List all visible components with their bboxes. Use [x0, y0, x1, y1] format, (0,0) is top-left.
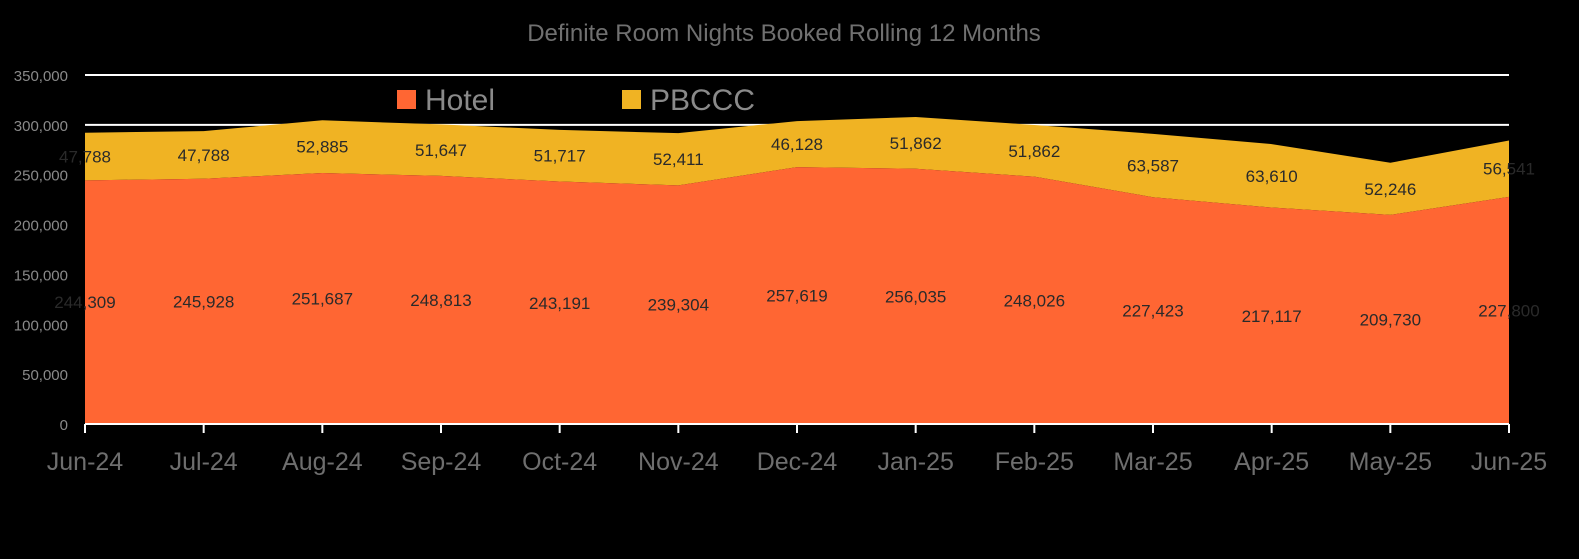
- legend-label-hotel: Hotel: [425, 84, 495, 117]
- data-label-pbccc: 56,541: [1483, 160, 1535, 179]
- legend-label-pbccc: PBCCC: [650, 84, 755, 117]
- data-label-hotel: 227,423: [1122, 302, 1183, 321]
- data-label-hotel: 244,309: [54, 293, 115, 312]
- data-label-hotel: 256,035: [885, 287, 946, 306]
- data-label-hotel: 248,813: [410, 291, 471, 310]
- x-tick-label: Jan-25: [877, 448, 953, 476]
- data-label-hotel: 227,800: [1478, 301, 1539, 320]
- x-tick-label: May-25: [1349, 448, 1432, 476]
- x-tick-label: Feb-25: [995, 448, 1074, 476]
- x-tick-label: Mar-25: [1113, 448, 1192, 476]
- data-label-hotel: 217,117: [1242, 307, 1302, 326]
- data-label-hotel: 239,304: [648, 296, 709, 315]
- x-tick-label: Aug-24: [282, 448, 363, 476]
- data-label-hotel: 245,928: [173, 292, 234, 311]
- x-tick-label: Apr-25: [1234, 448, 1309, 476]
- data-label-pbccc: 51,862: [890, 134, 942, 153]
- y-tick-label: 200,000: [14, 218, 68, 235]
- legend-swatch-hotel: [397, 90, 416, 109]
- data-label-pbccc: 47,788: [178, 146, 230, 165]
- data-label-pbccc: 51,717: [534, 147, 586, 166]
- data-label-pbccc: 46,128: [771, 135, 823, 154]
- x-tick-label: Jun-25: [1471, 448, 1547, 476]
- y-tick-label: 150,000: [14, 267, 68, 284]
- data-label-hotel: 209,730: [1360, 310, 1421, 329]
- y-tick-label: 300,000: [14, 118, 68, 135]
- data-label-hotel: 243,191: [529, 294, 590, 313]
- x-tick-label: Oct-24: [522, 448, 597, 476]
- x-tick-label: Jul-24: [170, 448, 238, 476]
- gridlines: [85, 74, 1509, 126]
- data-label-pbccc: 51,647: [415, 141, 467, 160]
- data-label-pbccc: 52,411: [653, 150, 704, 169]
- data-label-hotel: 251,687: [292, 290, 353, 309]
- area-hotel: [85, 167, 1509, 424]
- y-tick-label: 0: [60, 417, 68, 434]
- series-areas: [85, 116, 1509, 424]
- y-axis-ticks: 0 50,000 100,000 150,000 200,000 250,000 300,0…: [14, 68, 68, 434]
- x-tick-label: Jun-24: [47, 448, 124, 476]
- y-tick-label: 350,000: [14, 68, 68, 85]
- data-label-pbccc: 51,862: [1008, 142, 1060, 161]
- y-tick-label: 50,000: [22, 367, 68, 384]
- chart-title: Definite Room Nights Booked Rolling 12 M…: [527, 20, 1041, 47]
- data-label-pbccc: 52,885: [296, 138, 348, 157]
- y-tick-label: 100,000: [14, 317, 68, 334]
- legend-swatch-pbccc: [622, 90, 641, 109]
- area-pbccc: [85, 116, 1509, 215]
- data-label-hotel: 257,619: [766, 287, 827, 306]
- legend: Hotel PBCCC: [397, 84, 755, 117]
- data-label-pbccc: 47,788: [59, 148, 111, 167]
- x-tick-label: Nov-24: [638, 448, 719, 476]
- x-tick-label: Sep-24: [401, 448, 482, 476]
- data-labels: 244,309 47,788 245,928 47,788 251,687 52,885 2…: [54, 134, 1539, 330]
- data-label-pbccc: 63,587: [1127, 157, 1179, 176]
- data-label-pbccc: 52,246: [1364, 180, 1416, 199]
- data-label-pbccc: 63,610: [1246, 167, 1298, 186]
- data-label-hotel: 248,026: [1004, 291, 1065, 310]
- x-axis-ticks: Jun-24 Jul-24 Aug-24 Sep-24 Oct-24 Nov-24 Dec-…: [47, 424, 1547, 476]
- y-tick-label: 250,000: [14, 168, 68, 185]
- x-tick-label: Dec-24: [757, 448, 838, 476]
